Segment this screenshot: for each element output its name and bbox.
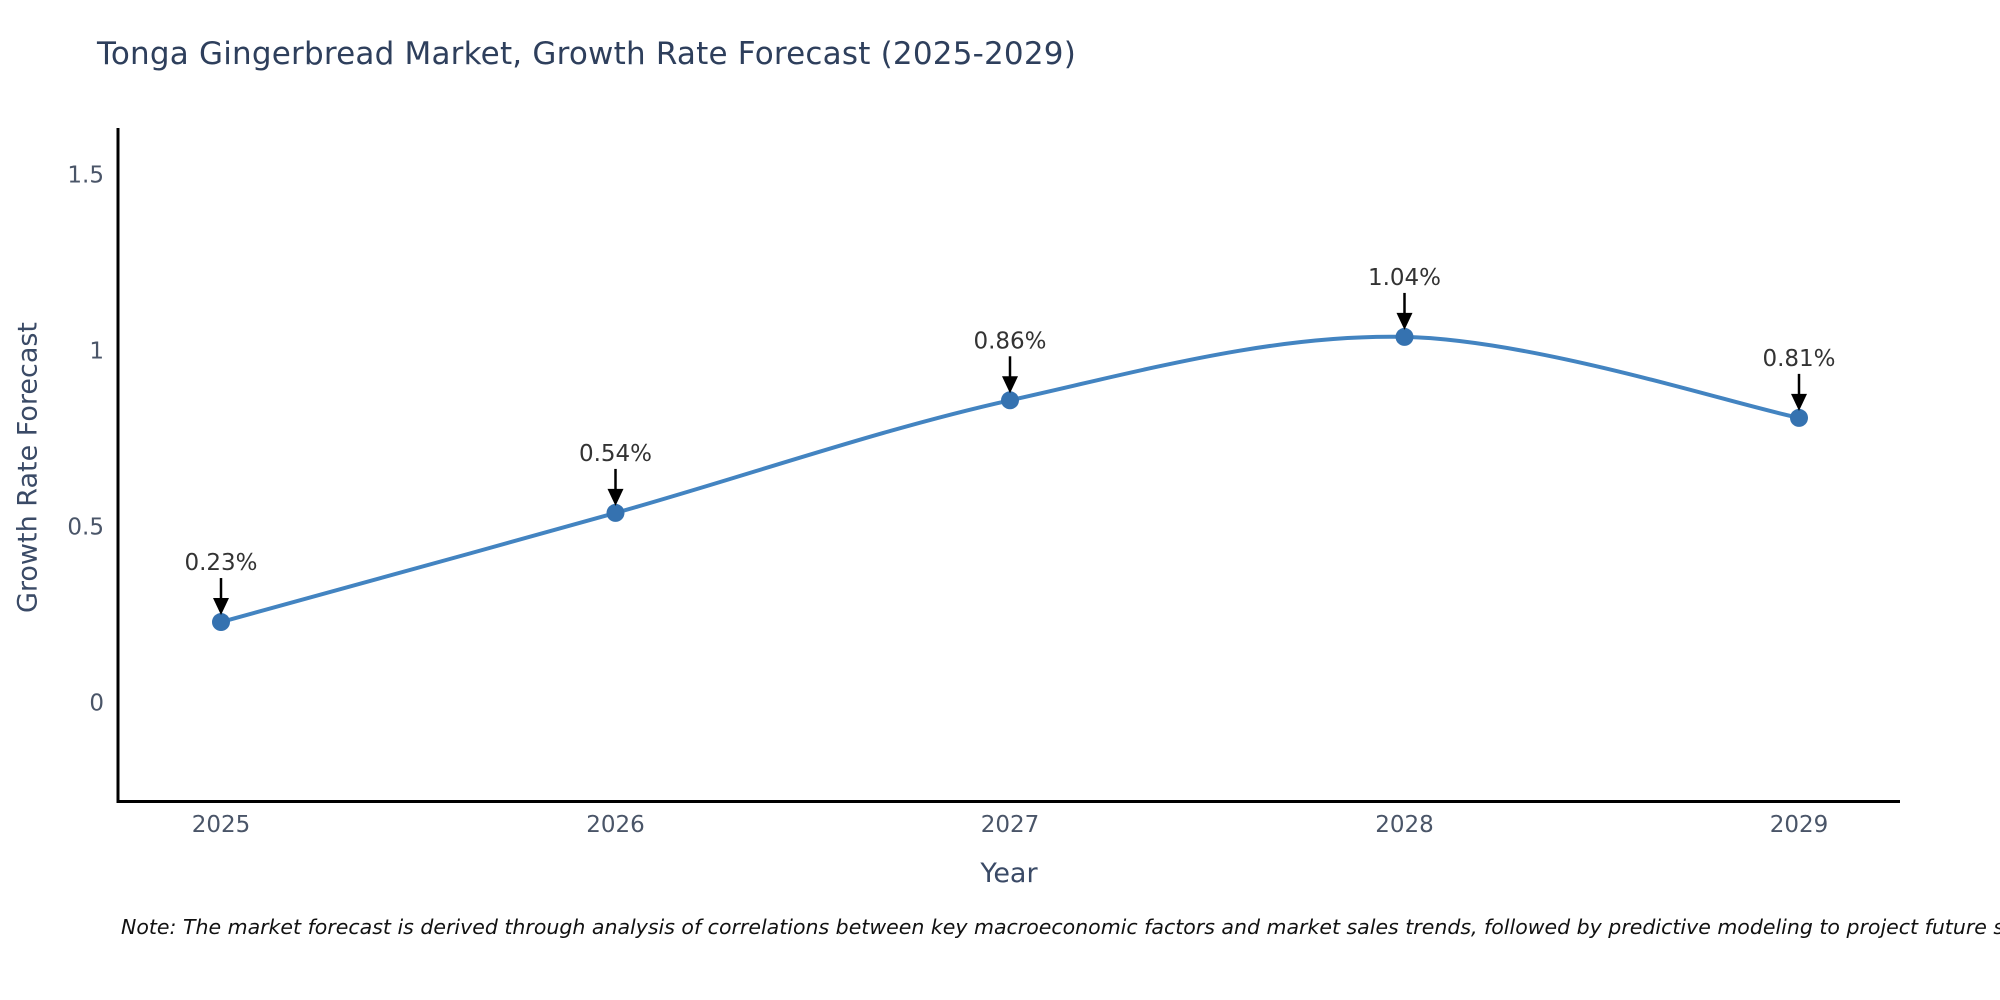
point-annotations: 0.23% 0.54% 0.86% 1.04% 0.81% xyxy=(184,265,1836,616)
annotation-label: 0.54% xyxy=(579,441,652,467)
data-series xyxy=(212,327,1808,632)
footnote: Note: The market forecast is derived thr… xyxy=(121,915,2000,939)
data-point[interactable] xyxy=(1790,408,1808,427)
y-tick-labels: 0 0.5 1 1.5 xyxy=(67,163,104,717)
annotation-arrowhead-icon xyxy=(213,598,229,616)
x-tick-label: 2026 xyxy=(586,812,645,838)
y-tick-label: 0.5 xyxy=(67,515,104,541)
annotation-arrowhead-icon xyxy=(607,488,624,506)
axes xyxy=(116,128,1900,803)
data-point[interactable] xyxy=(1395,327,1414,346)
y-tick-label: 1 xyxy=(89,339,104,365)
annotation-label: 0.81% xyxy=(1762,346,1835,372)
data-point[interactable] xyxy=(606,503,625,522)
x-tick-label: 2028 xyxy=(1375,812,1434,838)
annotation-label: 0.23% xyxy=(184,550,257,576)
x-tick-labels: 2025 2026 2027 2028 2029 xyxy=(192,812,1829,838)
x-tick-label: 2029 xyxy=(1770,812,1829,838)
annotation-arrowhead-icon xyxy=(1002,376,1018,394)
x-tick-label: 2027 xyxy=(981,812,1040,838)
data-point[interactable] xyxy=(212,613,230,632)
annotation-arrowhead-icon xyxy=(1791,393,1807,411)
y-tick-label: 1.5 xyxy=(67,163,104,189)
annotation-label: 1.04% xyxy=(1368,265,1441,291)
y-tick-label: 0 xyxy=(89,691,104,717)
annotation-arrowhead-icon xyxy=(1396,312,1413,330)
x-tick-label: 2025 xyxy=(192,812,251,838)
data-point[interactable] xyxy=(1001,391,1019,410)
x-axis-title: Year xyxy=(980,858,1038,889)
chart-title: Tonga Gingerbread Market, Growth Rate Fo… xyxy=(97,36,1076,72)
annotation-label: 0.86% xyxy=(973,328,1046,354)
